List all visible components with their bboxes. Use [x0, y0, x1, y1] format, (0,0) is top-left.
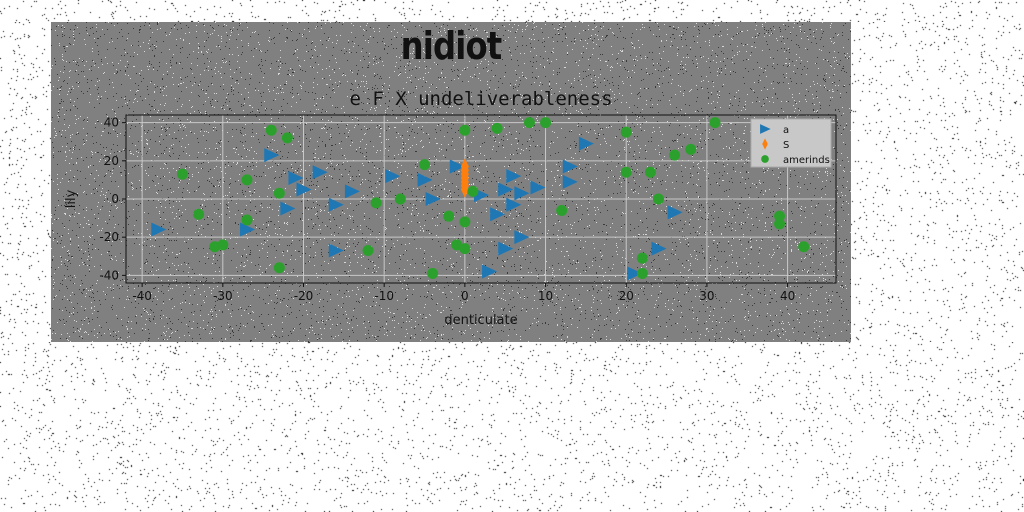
- data-point-a: [514, 186, 530, 201]
- data-point-amerinds: [281, 132, 293, 144]
- figure-panel: -40 -30 -20 -10 0 10 20 30 40 -40 -20 0 20 40 e F X u…: [51, 22, 851, 342]
- data-point-amerinds: [636, 252, 648, 264]
- data-point-amerinds: [273, 262, 285, 274]
- legend-label-a: a: [783, 125, 789, 136]
- data-point-amerinds: [774, 210, 786, 222]
- data-point-amerinds: [362, 245, 374, 257]
- data-point-a: [627, 266, 643, 281]
- data-point-amerinds: [540, 117, 552, 129]
- series-S: [460, 158, 469, 198]
- x-tick-label: 20: [619, 289, 634, 303]
- data-point-amerinds: [491, 122, 503, 134]
- x-axis-label: denticulate: [444, 313, 517, 328]
- data-point-a: [385, 169, 401, 184]
- y-tick-label: 40: [104, 116, 119, 130]
- data-point-amerinds: [523, 117, 535, 129]
- scatter-chart: -40 -30 -20 -10 0 10 20 30 40 -40 -20 0 20 40 e F X u…: [51, 22, 851, 342]
- data-point-a: [240, 222, 256, 237]
- data-point-amerinds: [241, 174, 253, 186]
- legend-marker-amerinds: [761, 155, 769, 163]
- grid: [126, 115, 836, 283]
- x-tick-label: -10: [374, 289, 394, 303]
- x-tick-label: 40: [780, 289, 795, 303]
- ticks: -40 -30 -20 -10 0 10 20 30 40 -40 -20 0 20 40: [99, 116, 795, 303]
- data-point-amerinds: [644, 166, 656, 178]
- x-tick-label: 0: [461, 289, 469, 303]
- data-point-amerinds: [265, 124, 277, 136]
- y-axis-label: lily: [64, 189, 79, 208]
- data-point-amerinds: [467, 185, 479, 197]
- data-point-amerinds: [427, 267, 439, 279]
- legend-marker-S: [762, 138, 768, 150]
- data-point-amerinds: [370, 197, 382, 209]
- series-layer: [151, 117, 810, 281]
- data-point-amerinds: [620, 126, 632, 138]
- y-tick-label: 0: [111, 192, 119, 206]
- data-point-a: [296, 182, 312, 197]
- x-tick-label: 10: [538, 289, 553, 303]
- data-point-amerinds: [217, 239, 229, 251]
- legend-label-amerinds: amerinds: [783, 155, 830, 166]
- data-point-amerinds: [798, 241, 810, 253]
- x-tick-label: -40: [132, 289, 152, 303]
- data-point-amerinds: [419, 159, 431, 171]
- data-point-a: [490, 207, 506, 222]
- data-point-amerinds: [459, 124, 471, 136]
- data-point-a: [506, 197, 522, 212]
- data-point-a: [288, 171, 304, 185]
- series-a: [151, 136, 683, 281]
- data-point-amerinds: [394, 193, 406, 205]
- data-point-a: [425, 192, 441, 206]
- data-point-a: [482, 264, 498, 279]
- data-point-amerinds: [653, 193, 664, 205]
- data-point-a: [514, 230, 530, 245]
- data-point-a: [328, 197, 344, 212]
- figure-suptitle: nidiot: [400, 24, 503, 68]
- legend-label-S: S: [783, 140, 789, 151]
- data-point-a: [506, 169, 522, 184]
- data-point-a: [562, 159, 578, 174]
- data-point-a: [312, 165, 328, 180]
- panel-noise: [51, 22, 851, 342]
- data-point-amerinds: [556, 204, 568, 216]
- data-point-amerinds: [685, 143, 697, 155]
- data-point-amerinds: [443, 210, 455, 222]
- data-point-amerinds: [176, 168, 188, 180]
- y-tick-label: 20: [104, 154, 119, 168]
- data-point-a: [498, 182, 514, 197]
- legend-marker-a: [760, 124, 771, 134]
- data-point-amerinds: [620, 166, 632, 178]
- data-point-a: [264, 148, 280, 163]
- data-point-a: [328, 243, 344, 258]
- x-tick-label: -30: [213, 289, 233, 303]
- data-point-a: [530, 180, 546, 195]
- data-point-a: [151, 222, 167, 237]
- data-point-amerinds: [669, 149, 681, 161]
- data-point-amerinds: [774, 218, 786, 230]
- chart-title: e F X undeliverableness: [349, 88, 612, 110]
- data-point-a: [344, 184, 360, 199]
- data-point-amerinds: [241, 214, 253, 226]
- data-point-amerinds: [459, 243, 471, 255]
- data-point-S: [460, 158, 469, 175]
- data-point-amerinds: [459, 216, 471, 228]
- y-tick-label: -40: [99, 268, 119, 282]
- data-point-a: [280, 201, 296, 216]
- data-point-a: [562, 174, 578, 189]
- data-point-amerinds: [636, 267, 648, 279]
- data-point-amerinds: [273, 187, 285, 199]
- data-point-a: [651, 241, 667, 256]
- data-point-amerinds: [193, 208, 205, 220]
- data-point-a: [498, 241, 514, 256]
- series-amerinds: [176, 117, 810, 279]
- x-tick-label: 30: [699, 289, 714, 303]
- data-point-amerinds: [709, 117, 721, 129]
- data-point-a: [578, 136, 594, 151]
- x-tick-label: -20: [294, 289, 314, 303]
- y-tick-label: -20: [99, 230, 119, 244]
- data-point-a: [449, 159, 465, 174]
- data-point-a: [667, 205, 683, 220]
- data-point-a: [417, 172, 433, 187]
